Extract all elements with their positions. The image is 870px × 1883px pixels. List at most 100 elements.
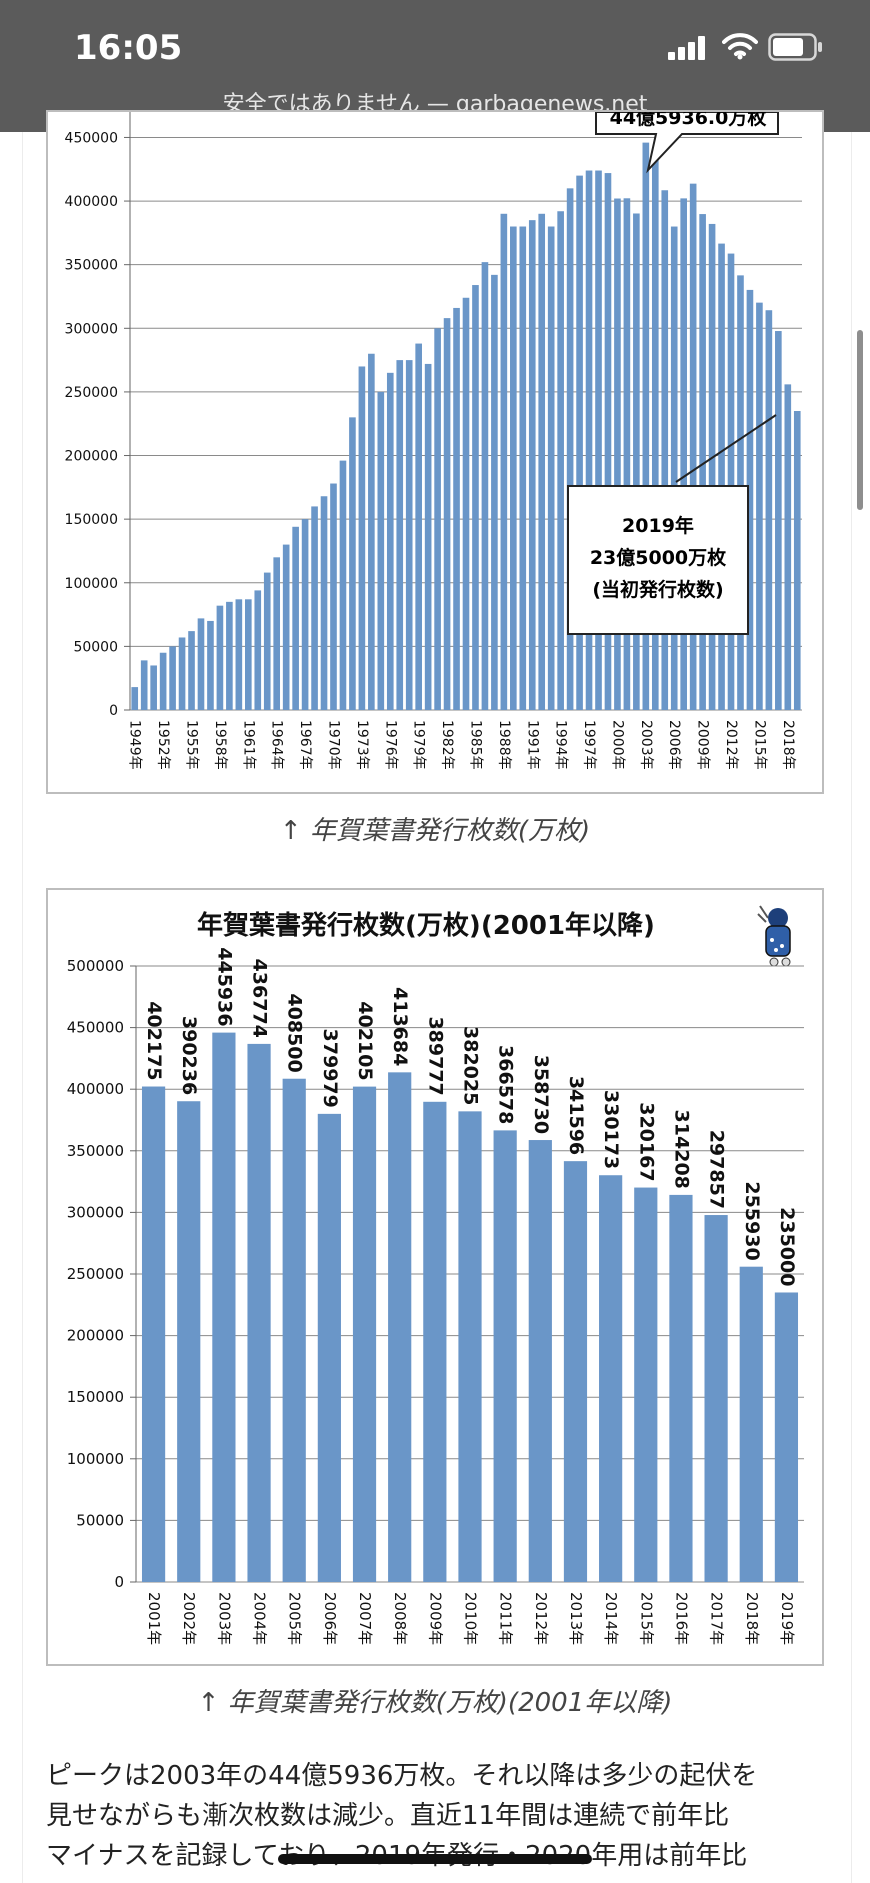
bar-1994年 [557, 211, 564, 710]
x-tick-label: 2019年 [778, 1592, 796, 1645]
x-tick-label: 1958年 [212, 720, 228, 770]
x-tick-label: 1982年 [439, 720, 455, 770]
bar-1968年 [311, 506, 318, 710]
bar-2011年 [493, 1130, 517, 1582]
home-indicator [278, 1854, 592, 1864]
callout-2019-line-3: (当初発行枚数) [592, 578, 723, 601]
x-tick-label: 1949年 [127, 720, 143, 770]
x-tick-label: 1991年 [524, 720, 540, 770]
callout-2019-line-1: 2019年 [622, 514, 694, 537]
bar-2006年 [670, 226, 678, 710]
bar-2005年 [282, 1078, 306, 1582]
bar-2001年 [623, 198, 631, 710]
data-label-2001年: 402175 [143, 1001, 165, 1080]
x-tick-label: 2002年 [180, 1592, 198, 1645]
x-tick-label: 1973年 [354, 720, 370, 770]
x-tick-label: 2015年 [751, 720, 767, 770]
bar-1997年 [585, 170, 593, 711]
y-tick-label: 300000 [67, 1203, 124, 1221]
x-tick-label: 2009年 [426, 1592, 444, 1645]
data-label-2009年: 389777 [424, 1016, 446, 1095]
bar-2006年 [317, 1113, 341, 1582]
clock: 16:05 [74, 28, 183, 68]
chart-figure-1: 0 50000 100000 150000 200000 250000 300000 3500… [46, 110, 824, 794]
bar-2014年 [746, 289, 754, 710]
wifi-icon [722, 33, 758, 60]
bar-1957年 [207, 620, 214, 710]
y-tick-label: 50000 [73, 639, 118, 655]
bar-1970年 [330, 483, 337, 710]
article-line-2: 見せながらも漸次枚数は減少。直近11年間は連続で前年比 [46, 1801, 730, 1831]
bar-1992年 [538, 213, 546, 710]
scrollbar[interactable] [857, 330, 863, 510]
bar-2008年 [689, 183, 697, 710]
bar-1993年 [547, 226, 555, 711]
x-tick-label: 1979年 [411, 720, 427, 770]
bar-1949年 [131, 687, 139, 710]
x-tick-label: 1970年 [325, 720, 341, 770]
bar-1962年 [254, 590, 262, 710]
mascot-logo-icon [757, 905, 791, 967]
x-tick-label: 2006年 [321, 1592, 339, 1645]
bar-1974年 [368, 353, 375, 710]
bar-1955年 [188, 631, 195, 710]
bar-2014年 [599, 1175, 623, 1582]
x-tick-label: 2010年 [462, 1592, 480, 1645]
y-tick-label: 0 [109, 703, 118, 719]
x-tick-label: 2016年 [672, 1592, 690, 1645]
bar-1995年 [566, 188, 574, 710]
bar-1977年 [396, 360, 404, 710]
x-tick-label: 2003年 [638, 720, 654, 770]
data-label-2008年: 413684 [389, 987, 411, 1066]
bar-2017年 [704, 1215, 728, 1582]
y-tick-label: 250000 [65, 385, 118, 401]
callout-2019-pointer [675, 414, 777, 483]
bar-2003年 [642, 142, 650, 710]
data-label-2002年: 390236 [178, 1016, 200, 1095]
data-label-2013年: 341596 [565, 1076, 587, 1155]
y-tick-label: 100000 [67, 1450, 124, 1468]
x-tick-label: 1997年 [581, 720, 597, 770]
x-tick-label: 2018年 [780, 720, 796, 770]
battery-icon [768, 33, 822, 61]
peak-callout-text: 44億5936.0万枚 [610, 112, 768, 129]
bar-2004年 [247, 1043, 271, 1582]
bar-2002年 [177, 1101, 201, 1582]
y-tick-label: 0 [114, 1573, 124, 1591]
data-label-2017年: 297857 [706, 1130, 728, 1209]
bar-2018年 [739, 1266, 763, 1582]
bar-1976年 [386, 372, 394, 710]
bar-2018年 [784, 384, 792, 710]
data-label-2018年: 255930 [741, 1181, 763, 1260]
callout-2019-line-2: 23億5000万枚 [590, 546, 727, 569]
data-label-2004年: 436774 [249, 959, 271, 1038]
bar-1978年 [405, 360, 413, 710]
x-tick-label: 2005年 [286, 1592, 304, 1645]
bar-1965年 [282, 544, 290, 710]
x-tick-label: 1976年 [382, 720, 398, 770]
bar-2015年 [634, 1187, 658, 1582]
bar-1952年 [159, 652, 167, 710]
chart-1-canvas: 0 50000 100000 150000 200000 250000 300000 3500… [65, 112, 802, 770]
bar-1969年 [320, 496, 328, 710]
data-label-2014年: 330173 [600, 1090, 622, 1169]
bar-1984年 [462, 297, 470, 710]
chart-2-title: 年賀葉書発行枚数(万枚)(2001年以降) [197, 910, 655, 941]
bar-2009年 [699, 214, 706, 710]
x-tick-label: 1985年 [467, 720, 483, 770]
article-line-1: ピークは2003年の44億5936万枚。それ以降は多少の起伏を [46, 1761, 758, 1791]
bar-1951年 [150, 665, 157, 710]
y-tick-label: 300000 [65, 321, 118, 337]
bar-2008年 [388, 1072, 412, 1582]
data-label-2016年: 314208 [670, 1110, 692, 1189]
data-label-2011年: 366578 [495, 1045, 517, 1124]
x-tick-label: 1988年 [496, 720, 512, 770]
bar-2016年 [765, 310, 773, 710]
cellular-signal-icon [668, 36, 705, 60]
y-tick-label: 400000 [67, 1080, 124, 1098]
x-tick-label: 2012年 [723, 720, 739, 770]
x-tick-label: 1964年 [269, 720, 285, 770]
bar-1975年 [377, 391, 385, 710]
x-tick-label: 2013年 [567, 1592, 585, 1645]
chart-2-canvas: 年賀葉書発行枚数(万枚)(2001年以降) 402175 390236 445936… [67, 905, 804, 1645]
